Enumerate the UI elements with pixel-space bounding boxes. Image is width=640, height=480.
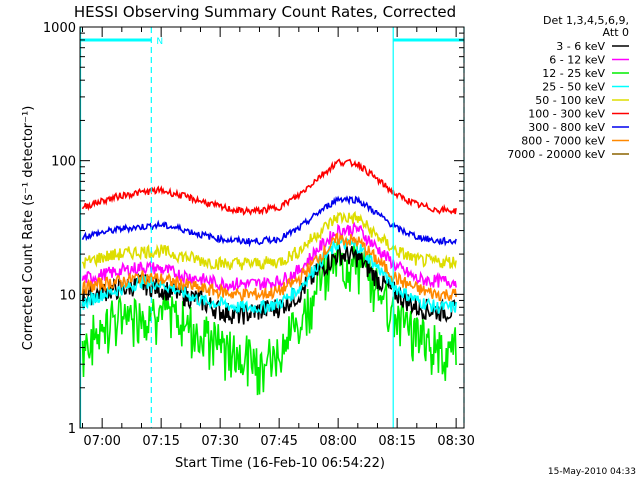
series-line-300-800-keV — [81, 195, 457, 248]
x-tick-label: 08:15 — [378, 434, 415, 449]
x-tick-label: 07:30 — [201, 434, 238, 449]
x-tick-label: 08:00 — [319, 434, 356, 449]
y-axis-label: Corrected Count Rate (s⁻¹ detector⁻¹) — [21, 106, 36, 351]
y-tick-label: 1000 — [43, 21, 76, 36]
chart-title: HESSI Observing Summary Count Rates, Cor… — [74, 3, 456, 21]
y-tick-label: 10 — [59, 288, 76, 303]
legend-label: 3 - 6 keV — [556, 40, 605, 53]
y-tick-label: 1 — [68, 422, 76, 437]
legend-label: 300 - 800 keV — [528, 121, 605, 134]
x-tick-label: 07:15 — [142, 434, 179, 449]
legend-label: 7000 - 20000 keV — [507, 148, 605, 161]
flag-label: N — [156, 37, 163, 47]
footer-date: 15-May-2010 04:33 — [548, 467, 636, 477]
plot-area: N — [79, 26, 465, 429]
y-tick-label: 100 — [51, 155, 76, 170]
legend-label: 12 - 25 keV — [542, 67, 605, 80]
legend-header-attenuator: Att 0 — [603, 26, 629, 39]
x-tick-label: 08:30 — [437, 434, 474, 449]
series-line-50-100-keV — [81, 210, 457, 271]
x-tick-label: 07:00 — [83, 434, 120, 449]
series-line-6-12-keV — [81, 222, 457, 293]
legend-label: 6 - 12 keV — [549, 54, 605, 67]
legend-label: 25 - 50 keV — [542, 81, 605, 94]
legend-label: 50 - 100 keV — [535, 94, 605, 107]
series-line-100-300-keV — [81, 158, 457, 216]
plot-frame — [79, 26, 465, 429]
series-line-12-25-keV — [81, 237, 457, 396]
series-line-800-7000-keV — [81, 232, 457, 302]
legend-label: 100 - 300 keV — [528, 108, 605, 121]
legend-header-detectors: Det 1,3,4,5,6,9, — [543, 14, 629, 27]
x-tick-label: 07:45 — [260, 434, 297, 449]
x-axis-label: Start Time (16-Feb-10 06:54:22) — [175, 456, 385, 471]
series-line-25-50-keV — [81, 238, 457, 316]
legend-label: 800 - 7000 keV — [521, 135, 605, 148]
